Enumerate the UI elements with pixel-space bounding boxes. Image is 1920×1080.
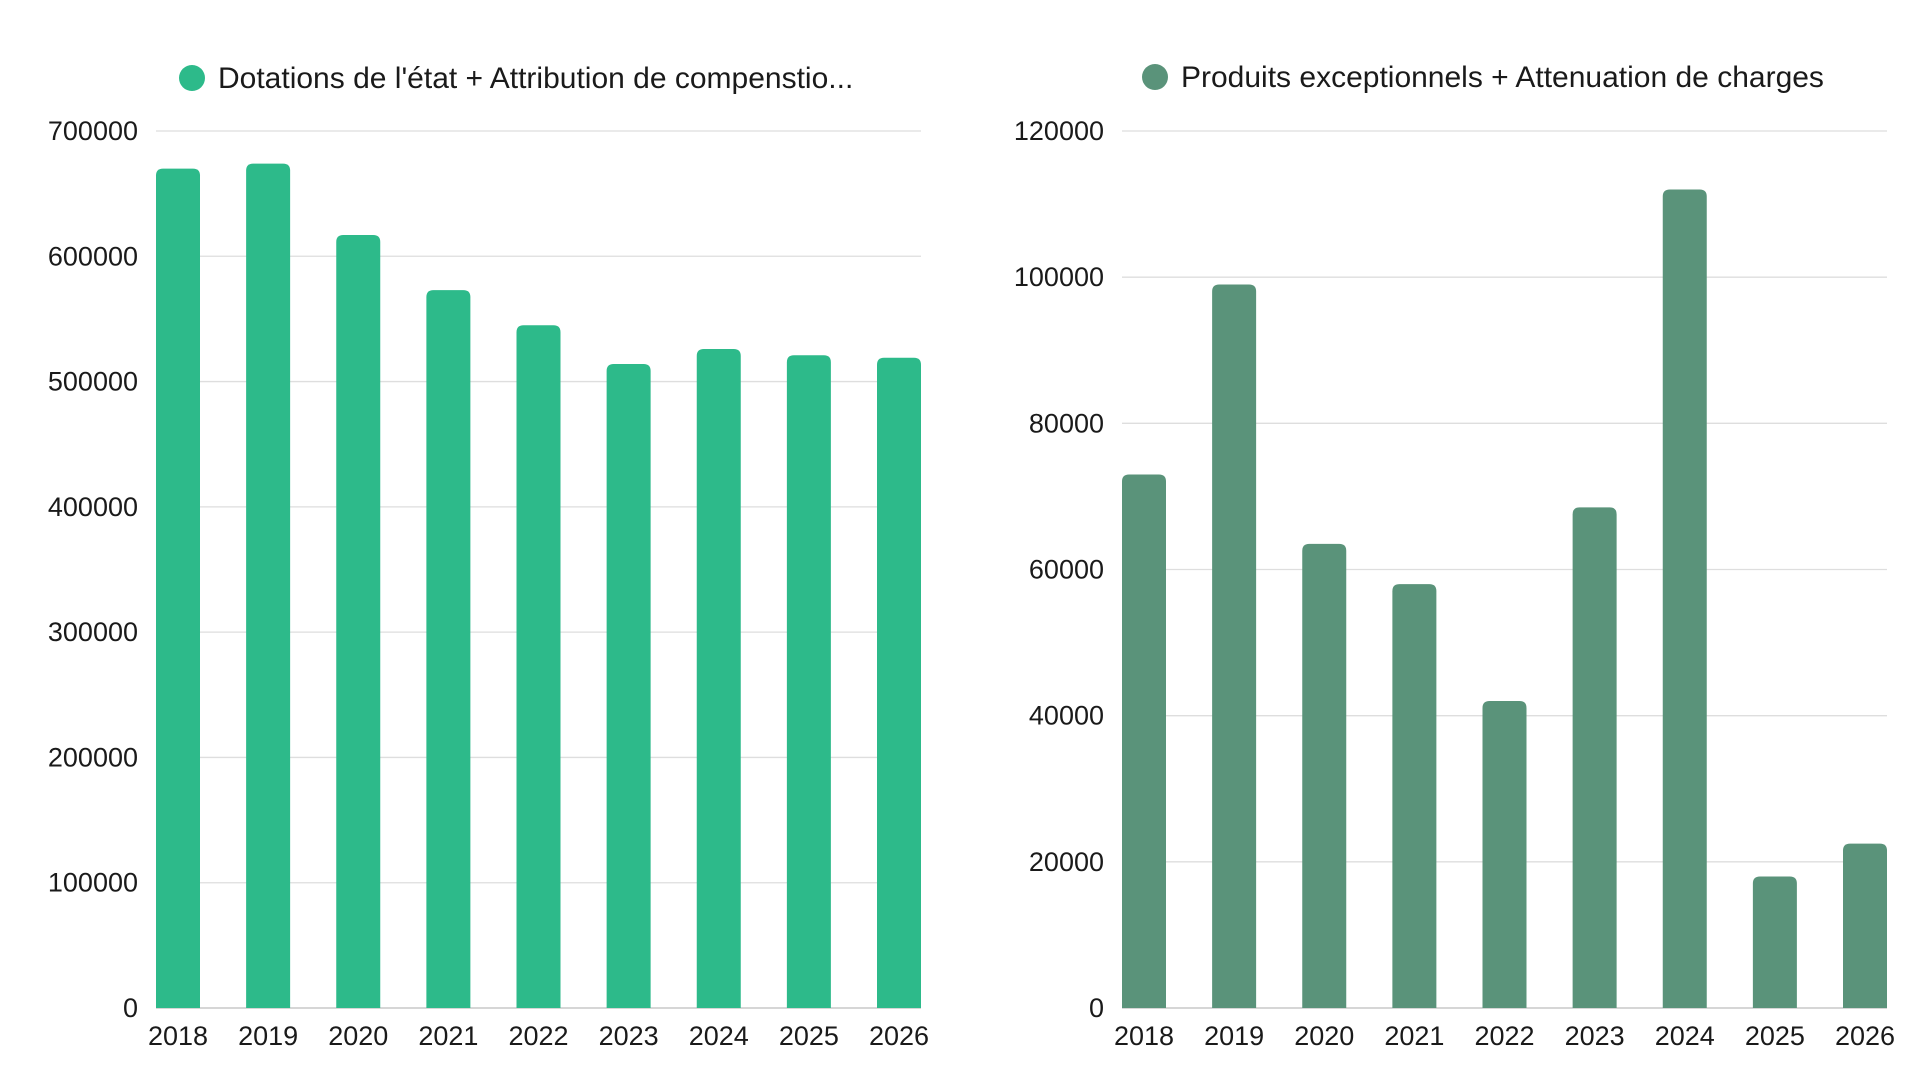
- y-tick-label: 0: [1089, 993, 1104, 1023]
- x-tick-label: 2020: [328, 1021, 388, 1051]
- x-tick-label: 2020: [1294, 1021, 1354, 1051]
- bar: [1662, 189, 1707, 1008]
- x-tick-label: 2023: [1565, 1021, 1625, 1051]
- bar: [1843, 843, 1887, 1008]
- y-tick-label: 600000: [48, 241, 138, 271]
- bar: [246, 163, 291, 1008]
- bar: [1392, 584, 1437, 1008]
- y-tick-label: 300000: [48, 617, 138, 647]
- bar: [877, 357, 921, 1008]
- x-tick-label: 2018: [1114, 1021, 1174, 1051]
- y-tick-label: 60000: [1029, 555, 1104, 585]
- bar: [696, 348, 741, 1008]
- y-tick-label: 700000: [48, 116, 138, 146]
- legend: Dotations de l'état + Attribution de com…: [179, 62, 853, 95]
- y-tick-label: 400000: [48, 492, 138, 522]
- legend: Produits exceptionnels + Attenuation de …: [1142, 61, 1824, 94]
- x-tick-label: 2022: [508, 1021, 568, 1051]
- bar: [1122, 474, 1166, 1008]
- legend-swatch: [179, 65, 205, 91]
- x-tick-label: 2021: [418, 1021, 478, 1051]
- x-tick-label: 2024: [689, 1021, 749, 1051]
- y-tick-label: 20000: [1029, 847, 1104, 877]
- x-tick-label: 2019: [1204, 1021, 1264, 1051]
- x-axis-ticks: 2018 2019 2020 2021 2022 2023 2024 2025 2026: [1114, 1021, 1895, 1051]
- y-tick-label: 80000: [1029, 408, 1104, 438]
- bar: [516, 325, 561, 1008]
- bar: [336, 234, 381, 1009]
- x-tick-label: 2023: [599, 1021, 659, 1051]
- bars: [156, 163, 921, 1009]
- y-axis-ticks: 0 100000 200000 300000 400000 500000 600000 700…: [48, 116, 138, 1023]
- y-tick-label: 500000: [48, 367, 138, 397]
- bar: [1212, 284, 1257, 1009]
- bars: [1122, 189, 1887, 1009]
- bar: [156, 168, 200, 1009]
- y-tick-label: 120000: [1014, 116, 1104, 146]
- x-tick-label: 2025: [1745, 1021, 1805, 1051]
- bar: [1572, 507, 1617, 1008]
- x-tick-label: 2022: [1474, 1021, 1534, 1051]
- y-tick-label: 40000: [1029, 701, 1104, 731]
- bar: [1302, 543, 1347, 1008]
- bar: [1752, 876, 1797, 1008]
- x-tick-label: 2025: [779, 1021, 839, 1051]
- y-axis-ticks: 0 20000 40000 60000 80000 100000 120000: [1014, 116, 1104, 1023]
- bar: [606, 364, 651, 1008]
- y-tick-label: 100000: [1014, 262, 1104, 292]
- chart-dotations: Dotations de l'état + Attribution de com…: [48, 62, 929, 1051]
- x-axis-ticks: 2018 2019 2020 2021 2022 2023 2024 2025 2026: [148, 1021, 929, 1051]
- x-tick-label: 2018: [148, 1021, 208, 1051]
- x-tick-label: 2019: [238, 1021, 298, 1051]
- y-tick-label: 200000: [48, 742, 138, 772]
- chart-produits: Produits exceptionnels + Attenuation de …: [1014, 61, 1895, 1051]
- x-tick-label: 2026: [869, 1021, 929, 1051]
- bar: [786, 355, 831, 1008]
- legend-label: Dotations de l'état + Attribution de com…: [218, 62, 853, 95]
- x-tick-label: 2021: [1384, 1021, 1444, 1051]
- y-tick-label: 100000: [48, 868, 138, 898]
- bar: [1482, 701, 1527, 1008]
- bar: [426, 290, 471, 1008]
- legend-swatch: [1142, 64, 1168, 90]
- y-tick-label: 0: [123, 993, 138, 1023]
- x-tick-label: 2026: [1835, 1021, 1895, 1051]
- legend-label: Produits exceptionnels + Attenuation de …: [1181, 61, 1824, 94]
- x-tick-label: 2024: [1655, 1021, 1715, 1051]
